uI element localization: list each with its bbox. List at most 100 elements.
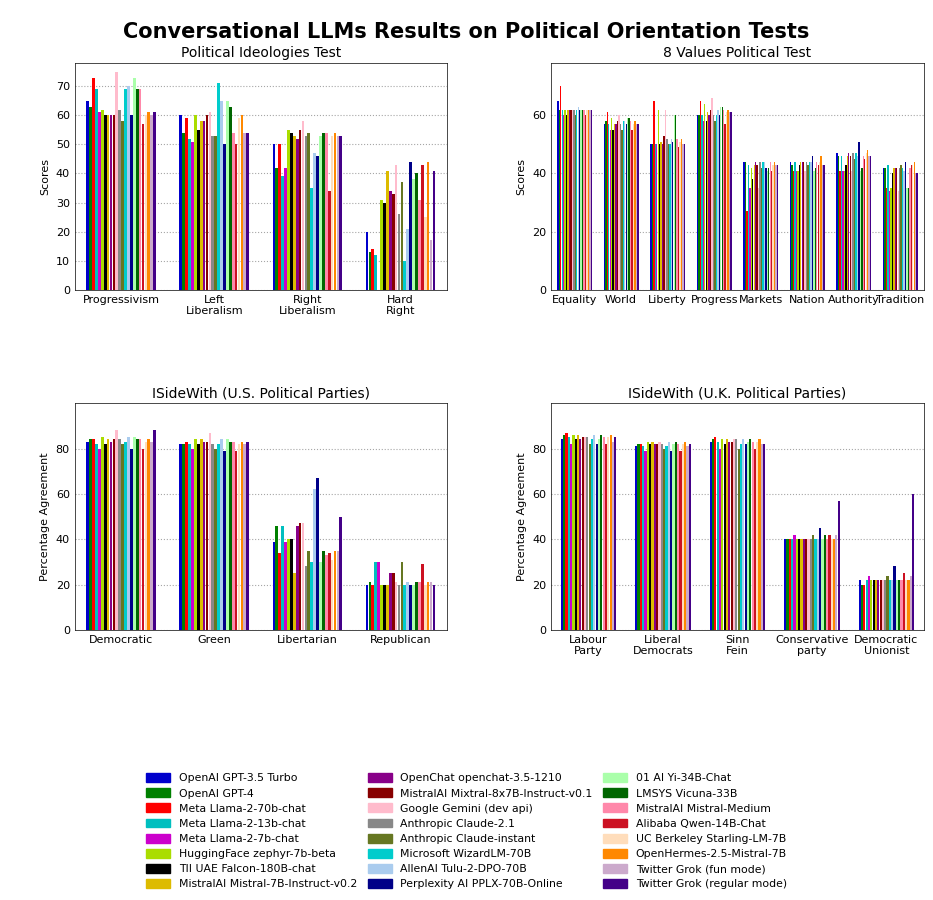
Bar — [121, 444, 124, 630]
Bar — [410, 162, 412, 290]
Bar — [591, 439, 593, 630]
Bar — [116, 430, 118, 630]
Bar — [749, 439, 751, 630]
Bar — [903, 573, 905, 630]
Bar — [768, 167, 770, 290]
Bar — [710, 110, 711, 290]
Bar — [758, 188, 759, 290]
Bar — [891, 580, 894, 630]
Bar — [223, 144, 226, 290]
Bar — [812, 156, 813, 290]
Bar — [142, 124, 145, 290]
Bar — [816, 539, 819, 630]
Bar — [908, 188, 909, 290]
Bar — [244, 133, 246, 290]
Bar — [872, 580, 875, 630]
Bar — [817, 165, 819, 290]
Bar — [223, 451, 226, 630]
Bar — [226, 101, 229, 290]
Bar — [912, 494, 914, 630]
Bar — [689, 444, 690, 630]
Bar — [858, 141, 859, 290]
Bar — [721, 439, 723, 630]
Bar — [843, 171, 845, 290]
Bar — [773, 162, 775, 290]
Bar — [327, 191, 330, 290]
Bar — [565, 433, 567, 630]
Bar — [386, 171, 389, 290]
Bar — [287, 539, 290, 630]
Bar — [412, 585, 415, 630]
Bar — [313, 490, 316, 630]
Bar — [775, 165, 776, 290]
Bar — [912, 165, 913, 290]
Bar — [724, 444, 726, 630]
Bar — [895, 167, 896, 290]
Bar — [212, 444, 215, 630]
Bar — [759, 439, 760, 630]
Bar — [603, 437, 605, 630]
Bar — [854, 159, 856, 290]
Bar — [791, 165, 793, 290]
Bar — [566, 115, 567, 290]
Bar — [319, 562, 322, 630]
Bar — [202, 122, 205, 290]
Bar — [311, 562, 313, 630]
Bar — [656, 144, 658, 290]
Bar — [763, 444, 765, 630]
Bar — [418, 582, 421, 630]
Bar — [132, 437, 135, 630]
Bar — [877, 580, 880, 630]
Bar — [665, 446, 668, 630]
Bar — [562, 110, 563, 290]
Y-axis label: Scores: Scores — [517, 158, 527, 195]
Bar — [899, 167, 900, 290]
Bar — [559, 110, 560, 290]
Bar — [893, 167, 895, 290]
Bar — [395, 165, 397, 290]
Bar — [188, 139, 191, 290]
Bar — [669, 144, 671, 290]
Bar — [681, 139, 682, 290]
Bar — [723, 110, 724, 290]
Bar — [231, 133, 234, 290]
Bar — [301, 122, 304, 290]
Bar — [787, 539, 788, 630]
Bar — [820, 156, 822, 290]
Bar — [572, 110, 573, 290]
Bar — [798, 539, 801, 630]
Bar — [569, 110, 570, 290]
Bar — [675, 115, 676, 290]
Bar — [655, 144, 656, 290]
Bar — [682, 444, 684, 630]
Bar — [755, 162, 757, 290]
Bar — [715, 437, 717, 630]
Bar — [677, 444, 679, 630]
Bar — [651, 144, 653, 290]
Bar — [642, 446, 645, 630]
Bar — [377, 562, 380, 630]
Bar — [567, 110, 569, 290]
Bar — [424, 217, 426, 290]
Bar — [557, 101, 559, 290]
Bar — [838, 156, 840, 290]
Bar — [116, 72, 118, 290]
Bar — [684, 144, 685, 290]
Bar — [796, 171, 797, 290]
Bar — [752, 179, 754, 290]
Bar — [707, 112, 708, 290]
Bar — [797, 171, 799, 290]
Bar — [788, 539, 791, 630]
Bar — [400, 562, 403, 630]
Bar — [407, 582, 410, 630]
Bar — [883, 167, 884, 290]
Bar — [281, 176, 284, 290]
Bar — [92, 77, 95, 290]
Bar — [754, 448, 756, 630]
Bar — [231, 442, 234, 630]
Bar — [581, 437, 584, 630]
Bar — [760, 444, 763, 630]
Bar — [819, 162, 820, 290]
Bar — [632, 130, 633, 290]
Bar — [621, 130, 622, 290]
